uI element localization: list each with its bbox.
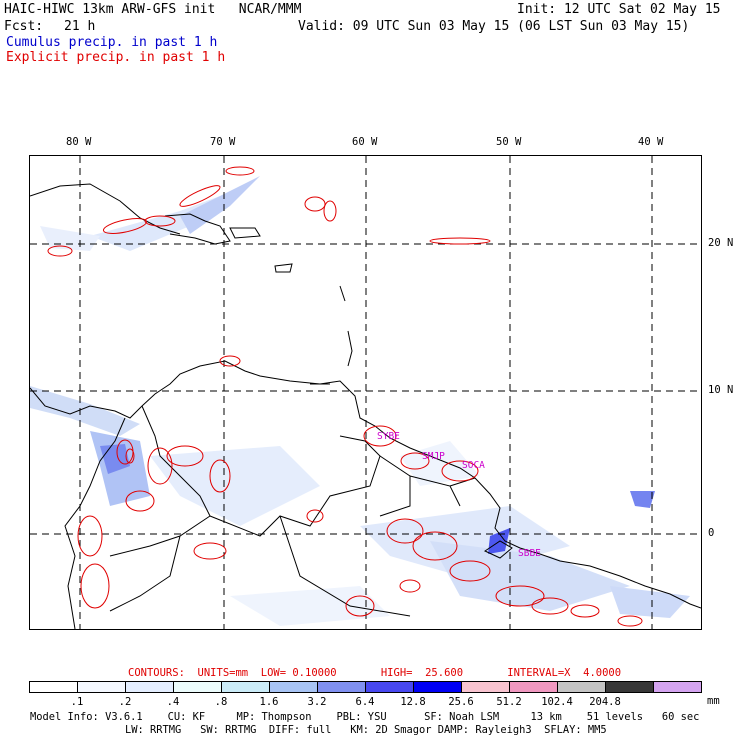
level-label: 204.8 [589, 696, 621, 708]
level-label: 25.6 [448, 696, 474, 708]
lat-label-10n: 10 N [708, 384, 734, 396]
level-label: .8 [214, 696, 228, 708]
color-bar-swatch [606, 682, 654, 692]
station-label-sybe: SYBE [377, 431, 400, 442]
level-label: 51.2 [496, 696, 522, 708]
color-bar-swatch [366, 682, 414, 692]
level-label: .2 [118, 696, 132, 708]
level-label: 3.2 [307, 696, 327, 708]
model-info-line1: Model Info: V3.6.1 CU: KF MP: Thompson P… [30, 711, 700, 723]
lon-label-40w: 40 W [638, 136, 664, 148]
level-label: .1 [70, 696, 84, 708]
precip-map: SYBE SMJP SOCA SBBE [29, 155, 702, 630]
color-bar-swatch [462, 682, 510, 692]
lon-label-70w: 70 W [210, 136, 236, 148]
lon-label-50w: 50 W [496, 136, 522, 148]
forecast-hour: 21 h [64, 19, 96, 34]
map-graphics [30, 156, 701, 629]
forecast-label: Fcst: [4, 19, 44, 34]
lon-label-60w: 60 W [352, 136, 378, 148]
lon-label-80w: 80 W [66, 136, 92, 148]
color-bar-swatch [174, 682, 222, 692]
color-bar-swatch [654, 682, 701, 692]
level-label: 102.4 [541, 696, 573, 708]
level-label: 6.4 [355, 696, 375, 708]
valid-time: Valid: 09 UTC Sun 03 May 15 (06 LST Sun … [298, 19, 690, 34]
color-bar-swatch [30, 682, 78, 692]
color-bar-swatch [78, 682, 126, 692]
lat-label-20n: 20 N [708, 237, 734, 249]
level-label: 1.6 [259, 696, 279, 708]
station-label-sbbe: SBBE [518, 548, 541, 559]
explicit-precip-label: Explicit precip. in past 1 h [6, 50, 226, 65]
cumulus-precip-label: Cumulus precip. in past 1 h [6, 35, 218, 50]
precip-color-bar [29, 681, 702, 693]
model-title: HAIC-HIWC 13km ARW-GFS init NCAR/MMM [4, 2, 302, 17]
legend-unit: mm [707, 695, 720, 707]
color-bar-swatch [510, 682, 558, 692]
coastlines [30, 183, 701, 629]
color-bar-swatch [558, 682, 606, 692]
model-info-line2: LW: RRTMG SW: RRTMG DIFF: full KM: 2D Sm… [125, 724, 607, 736]
level-label: .4 [166, 696, 180, 708]
color-bar-swatch [318, 682, 366, 692]
color-bar-swatch [414, 682, 462, 692]
contours-info: CONTOURS: UNITS=mm LOW= 0.10000 HIGH= 25… [128, 667, 622, 679]
color-bar-swatch [270, 682, 318, 692]
station-label-smjp: SMJP [422, 451, 445, 462]
explicit-precip-contours [47, 166, 643, 627]
lat-lon-grid [30, 156, 701, 629]
lat-label-equator: 0 [708, 527, 715, 539]
color-bar-swatch [222, 682, 270, 692]
station-label-soca: SOCA [462, 460, 485, 471]
color-bar-swatch [126, 682, 174, 692]
level-label: 12.8 [400, 696, 426, 708]
init-time: Init: 12 UTC Sat 02 May 15 [517, 2, 721, 17]
